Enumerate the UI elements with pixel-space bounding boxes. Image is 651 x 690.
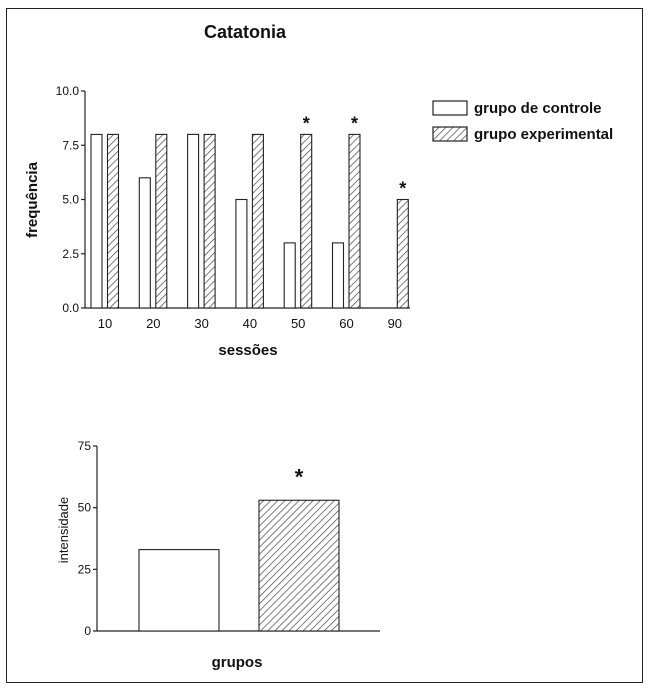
bottom-plot-area: 0 25 50 75 * — [78, 439, 380, 638]
bar-experimental — [203, 133, 216, 309]
x-tick-label: 10 — [98, 316, 112, 331]
y-tick-label: 2.5 — [62, 247, 79, 261]
bar-experimental — [251, 133, 264, 309]
legend-label-control: grupo de controle — [474, 100, 602, 117]
top-plot-area: 0.0 2.5 5.0 7.5 10.0 10 20 30 40 50 60 90 * * * — [56, 84, 410, 331]
bottom-y-tick-label: 50 — [78, 501, 92, 515]
y-tick-label: 7.5 — [62, 138, 79, 152]
significance-star: * — [399, 179, 406, 199]
bar-control — [90, 133, 103, 309]
significance-star: * — [351, 113, 358, 133]
bottom-x-axis-title: grupos — [212, 654, 263, 671]
x-tick-label: 40 — [243, 316, 257, 331]
x-tick-label: 30 — [194, 316, 208, 331]
y-tick-label: 10.0 — [56, 84, 80, 98]
bar-control — [138, 177, 151, 309]
x-tick-label: 20 — [146, 316, 160, 331]
bar-experimental — [348, 133, 361, 309]
bar-experimental — [155, 133, 168, 309]
bottom-significance-star: * — [295, 464, 304, 489]
bar-control — [283, 242, 296, 309]
bar-control — [187, 133, 200, 309]
bar-experimental — [396, 198, 409, 309]
x-tick-label: 50 — [291, 316, 305, 331]
bottom-y-tick-label: 0 — [84, 624, 91, 638]
legend-swatch-control — [432, 100, 468, 116]
significance-star: * — [303, 113, 310, 133]
bar-control — [331, 242, 345, 309]
y-tick-label: 5.0 — [62, 193, 79, 207]
x-axis-title: sessões — [218, 342, 277, 359]
x-tick-label: 90 — [388, 316, 402, 331]
bottom-y-axis-title: intensidade — [56, 497, 71, 564]
bar-experimental-group — [258, 499, 340, 632]
chart-title: Catatonia — [204, 22, 287, 42]
bar-experimental — [300, 133, 313, 309]
y-tick-label: 0.0 — [62, 301, 79, 315]
bar-control — [235, 198, 248, 309]
legend-swatch-experimental — [432, 126, 468, 142]
bottom-y-tick-label: 75 — [78, 439, 92, 453]
bottom-y-tick-label: 25 — [78, 562, 92, 576]
bar-control-group — [138, 549, 220, 632]
x-tick-label: 60 — [339, 316, 353, 331]
y-axis-title: frequência — [24, 161, 41, 238]
bar-experimental — [106, 133, 120, 309]
legend-label-experimental: grupo experimental — [474, 126, 613, 143]
